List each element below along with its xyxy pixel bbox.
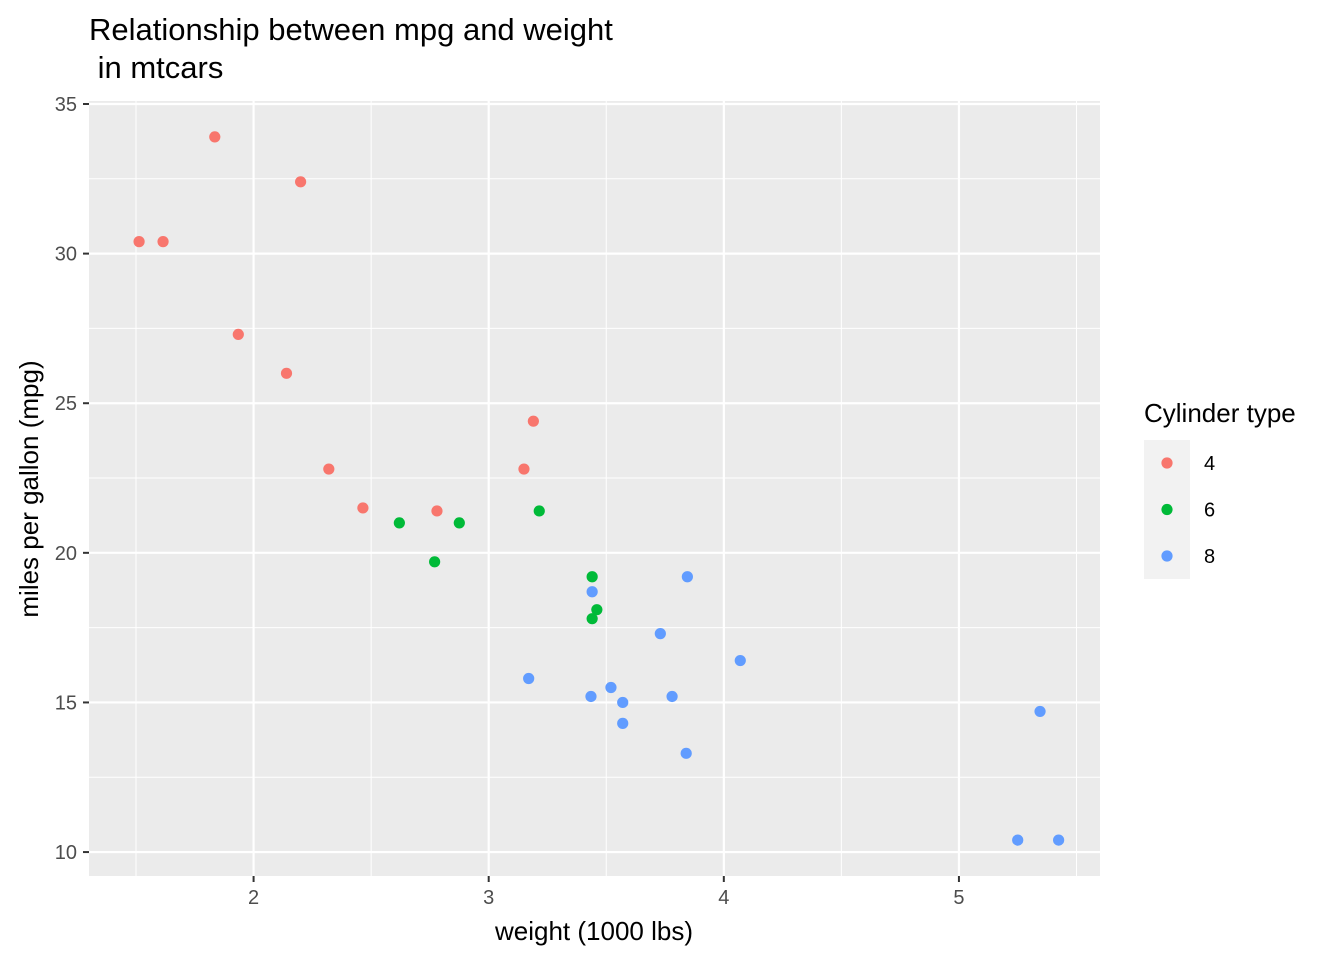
data-point-cyl-4 — [431, 505, 443, 517]
legend-keys: 4 6 8 — [1161, 453, 1215, 568]
legend-key-8 — [1161, 550, 1173, 562]
data-point-cyl-4 — [357, 502, 369, 514]
y-axis: 10 15 20 25 30 35 — [55, 94, 89, 864]
data-point-cyl-8 — [523, 672, 535, 685]
x-tick-label: 4 — [718, 887, 729, 909]
y-tick-label: 30 — [55, 244, 77, 266]
legend-label-8: 8 — [1204, 546, 1215, 568]
chart-title-line-2: in mtcars — [89, 50, 223, 85]
major-gridlines — [89, 101, 1100, 876]
data-point-cyl-6 — [393, 517, 405, 529]
data-point-cyl-8 — [617, 717, 629, 729]
data-point-cyl-8 — [1034, 705, 1046, 718]
data-point-cyl-4 — [518, 463, 530, 475]
data-point-cyl-8 — [666, 690, 678, 703]
chart-title-line-1: Relationship between mpg and weight — [89, 12, 613, 47]
data-point-cyl-4 — [295, 176, 307, 188]
data-point-cyl-4 — [209, 131, 221, 143]
x-tick-label: 3 — [483, 887, 494, 909]
data-point-cyl-8 — [605, 681, 617, 694]
x-tick-label: 2 — [248, 887, 259, 909]
data-point-cyl-8 — [680, 747, 692, 759]
data-point-cyl-8 — [681, 571, 693, 583]
y-tick-label: 25 — [55, 393, 77, 415]
data-point-cyl-6 — [586, 613, 598, 625]
data-point-cyl-8 — [1053, 834, 1065, 846]
data-point-cyl-6 — [453, 517, 465, 529]
y-tick-label: 35 — [55, 94, 77, 116]
x-axis: 2 3 4 5 — [248, 876, 964, 909]
data-point-cyl-4 — [232, 328, 244, 340]
data-point-cyl-6 — [591, 604, 603, 616]
legend-label-4: 4 — [1204, 453, 1215, 475]
legend-key-4 — [1161, 457, 1173, 469]
data-point-cyl-4 — [157, 236, 169, 248]
data-point-cyl-8 — [586, 586, 598, 598]
data-point-cyl-4 — [133, 236, 145, 248]
legend-label-6: 6 — [1204, 500, 1215, 522]
x-axis-title: weight (1000 lbs) — [494, 916, 693, 946]
data-point-cyl-6 — [429, 556, 441, 568]
minor-gridlines — [89, 101, 1100, 876]
legend: Cylinder type 4 6 8 — [1144, 398, 1296, 579]
x-tick-label: 5 — [953, 887, 964, 909]
y-axis-title: miles per gallon (mpg) — [14, 360, 44, 617]
data-point-cyl-4 — [323, 463, 335, 475]
data-point-cyl-8 — [585, 690, 597, 703]
data-point-cyl-8 — [654, 628, 666, 640]
data-point-cyl-4 — [280, 367, 293, 379]
data-point-cyl-8 — [617, 696, 629, 709]
y-tick-label: 15 — [55, 692, 77, 714]
plot-panel — [89, 101, 1100, 876]
data-point-cyl-6 — [586, 571, 598, 583]
data-point-cyl-4 — [527, 415, 539, 427]
y-tick-label: 20 — [55, 543, 77, 565]
data-point-cyl-8 — [1012, 834, 1024, 846]
y-tick-label: 10 — [55, 842, 77, 864]
data-point-cyl-6 — [533, 505, 545, 517]
data-point-cyl-8 — [734, 654, 746, 667]
legend-key-6 — [1161, 503, 1173, 516]
legend-title: Cylinder type — [1144, 398, 1296, 428]
data-points — [133, 131, 1065, 846]
